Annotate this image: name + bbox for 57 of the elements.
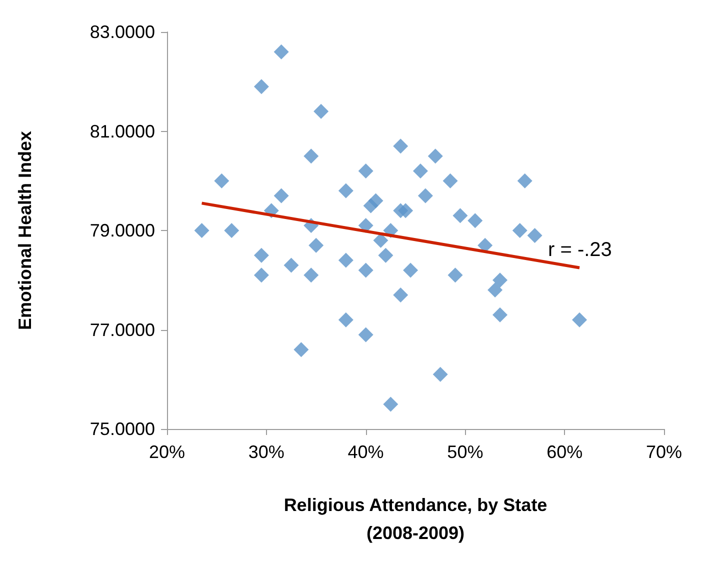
point	[488, 282, 503, 298]
point	[517, 173, 532, 188]
y-axis-title: Emotional Health Index	[15, 130, 35, 330]
point	[432, 366, 448, 382]
x-tick-label: 70%	[646, 442, 682, 462]
point	[338, 252, 354, 268]
point	[442, 173, 458, 188]
y-tick-label: 83.0000	[90, 22, 155, 42]
point	[492, 272, 508, 288]
point	[492, 307, 508, 322]
point	[512, 223, 528, 238]
y-tick-label: 75.0000	[90, 419, 155, 439]
point	[254, 248, 269, 263]
point	[358, 327, 374, 342]
point	[274, 44, 289, 60]
point	[428, 148, 443, 164]
point	[194, 223, 210, 238]
x-tick-label: 30%	[248, 442, 284, 462]
x-tick-label: 60%	[546, 442, 583, 462]
point	[358, 218, 374, 234]
point	[412, 163, 428, 178]
point	[294, 342, 309, 358]
y-tick-label: 81.0000	[90, 121, 155, 142]
point	[304, 148, 319, 164]
point	[383, 396, 398, 412]
point	[314, 104, 329, 119]
point	[448, 268, 463, 283]
point	[308, 238, 324, 253]
point	[368, 193, 384, 208]
point	[418, 188, 433, 204]
point	[358, 262, 374, 278]
point	[338, 312, 354, 328]
point	[254, 268, 269, 283]
point	[403, 262, 418, 278]
point	[304, 268, 319, 283]
point	[393, 138, 408, 154]
point	[254, 79, 269, 94]
x-tick-label: 50%	[447, 442, 484, 462]
point	[214, 173, 230, 188]
y-tick-label: 79.0000	[90, 220, 155, 240]
point	[284, 258, 299, 273]
x-axis-title: Religious Attendance, by State (2008-2009)	[284, 495, 548, 543]
x-tick-label: 20%	[148, 442, 186, 462]
x-tick-label: 40%	[348, 442, 384, 462]
point	[398, 203, 414, 218]
point	[224, 223, 240, 238]
point	[527, 228, 542, 243]
point	[468, 213, 483, 228]
point	[338, 183, 354, 198]
point	[378, 248, 394, 263]
point	[393, 288, 408, 303]
annotation: r = -.23	[548, 239, 612, 261]
y-tick-label: 77.0000	[90, 320, 155, 340]
point	[452, 208, 468, 224]
point	[572, 312, 588, 328]
point	[274, 188, 289, 204]
point	[358, 163, 374, 178]
